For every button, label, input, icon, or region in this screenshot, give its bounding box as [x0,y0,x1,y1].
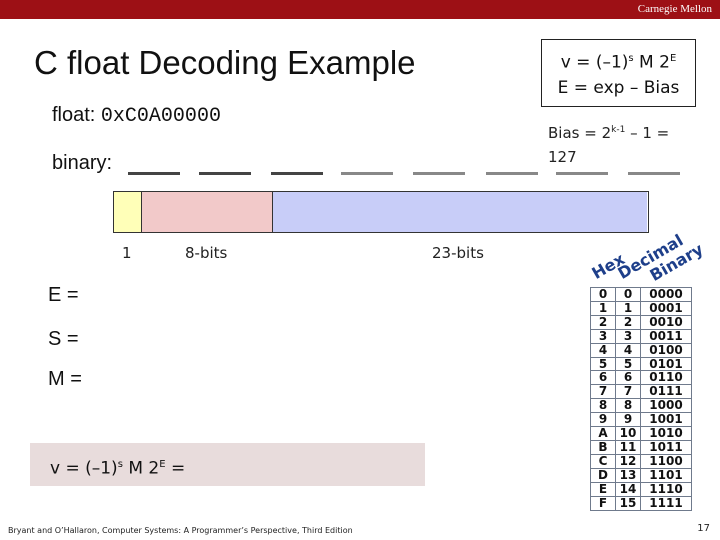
table-row: 1 1 0001 [590,300,692,316]
hex-cell: E [590,481,616,497]
decimal-cell: 6 [615,370,641,386]
fraction-bits-label: 23-bits [432,244,484,262]
nibble-blank [556,172,608,175]
hex-cell: A [590,426,616,441]
binary-cell: 0001 [640,300,692,316]
hex-cell: D [590,467,616,483]
binary-label: binary: [52,152,113,174]
hex-cell: 1 [590,300,616,316]
binary-cell: 1010 [640,426,692,441]
hex-cell: 5 [590,356,616,372]
m-field-label: M = [48,368,82,390]
binary-cell: 0110 [640,370,692,386]
hex-cell: B [590,439,616,455]
table-row: F 15 1111 [590,495,692,511]
float-label: float: [52,104,96,126]
table-row: E 14 1110 [590,481,692,497]
table-row: 4 4 0100 [590,342,692,358]
exponent-formula: E = exp – Bias [557,77,680,98]
value-formula: v = (–1)s M 2E [560,52,677,73]
table-row: 2 2 0010 [590,314,692,330]
decimal-cell: 8 [615,398,641,414]
hex-cell: C [590,453,616,469]
binary-cell: 1101 [640,467,692,483]
slide-title: C float Decoding Example [34,44,416,81]
binary-cell: 1011 [640,439,692,455]
hex-cell: 9 [590,412,616,428]
hex-decimal-binary-table: 0 0 0000 1 1 0001 2 2 0010 3 3 0011 4 4 0100 5 5 0101 6 6 01… [590,287,692,511]
hex-cell: 6 [590,370,616,386]
table-row: 0 0 0000 [590,287,692,302]
nibble-blank [413,172,465,175]
table-row: A 10 1010 [590,426,692,441]
decimal-cell: 10 [615,426,641,441]
nibble-blank [628,172,680,175]
hex-cell: 3 [590,328,616,344]
decimal-cell: 11 [615,439,641,455]
decimal-cell: 1 [615,300,641,316]
table-row: 8 8 1000 [590,398,692,414]
binary-cell: 0100 [640,342,692,358]
page-number: 17 [697,523,710,534]
citation: Bryant and O’Hallaron, Computer Systems:… [8,526,353,535]
hex-cell: F [590,495,616,511]
nibble-blank [271,172,323,175]
decimal-cell: 3 [615,328,641,344]
float-bit-layout [113,191,649,233]
brand-label: Carnegie Mellon [637,3,712,15]
fraction-field [273,192,647,232]
binary-cell: 1100 [640,453,692,469]
exponent-field [142,192,273,232]
decimal-cell: 12 [615,453,641,469]
binary-cell: 1000 [640,398,692,414]
bias-formula: Bias = 2k-1 – 1 = 127 [548,124,670,166]
binary-cell: 0111 [640,384,692,400]
decimal-cell: 7 [615,384,641,400]
hex-cell: 8 [590,398,616,414]
binary-cell: 1001 [640,412,692,428]
hex-cell: 0 [590,287,616,302]
decimal-cell: 9 [615,412,641,428]
sign-bit-label: 1 [122,244,132,262]
header-bar: Carnegie Mellon [0,0,720,19]
e-field-label: E = [48,284,79,306]
table-row: B 11 1011 [590,439,692,455]
table-row: 7 7 0111 [590,384,692,400]
hex-cell: 2 [590,314,616,330]
decimal-cell: 2 [615,314,641,330]
float-hex-value: 0xC0A00000 [100,105,221,128]
formula-box: v = (–1)s M 2E E = exp – Bias [541,39,696,107]
sign-bit-field [114,192,142,232]
decimal-cell: 13 [615,467,641,483]
binary-cell: 1110 [640,481,692,497]
table-row: 5 5 0101 [590,356,692,372]
binary-cell: 0101 [640,356,692,372]
hex-cell: 4 [590,342,616,358]
nibble-blank [341,172,393,175]
table-row: 6 6 0110 [590,370,692,386]
table-row: C 12 1100 [590,453,692,469]
exponent-bits-label: 8-bits [185,244,228,262]
table-row: 3 3 0011 [590,328,692,344]
binary-cell: 1111 [640,495,692,511]
decimal-cell: 5 [615,356,641,372]
table-row: D 13 1101 [590,467,692,483]
result-formula: v = (–1)s M 2E = [30,443,425,486]
s-field-label: S = [48,328,79,350]
binary-cell: 0000 [640,287,692,302]
table-row: 9 9 1001 [590,412,692,428]
binary-cell: 0010 [640,314,692,330]
nibble-blank [486,172,538,175]
hex-cell: 7 [590,384,616,400]
float-line: float: 0xC0A00000 [52,104,221,128]
decimal-cell: 15 [615,495,641,511]
nibble-blank [128,172,180,175]
decimal-cell: 0 [615,287,641,302]
nibble-blank [199,172,251,175]
decimal-cell: 14 [615,481,641,497]
decimal-cell: 4 [615,342,641,358]
binary-cell: 0011 [640,328,692,344]
